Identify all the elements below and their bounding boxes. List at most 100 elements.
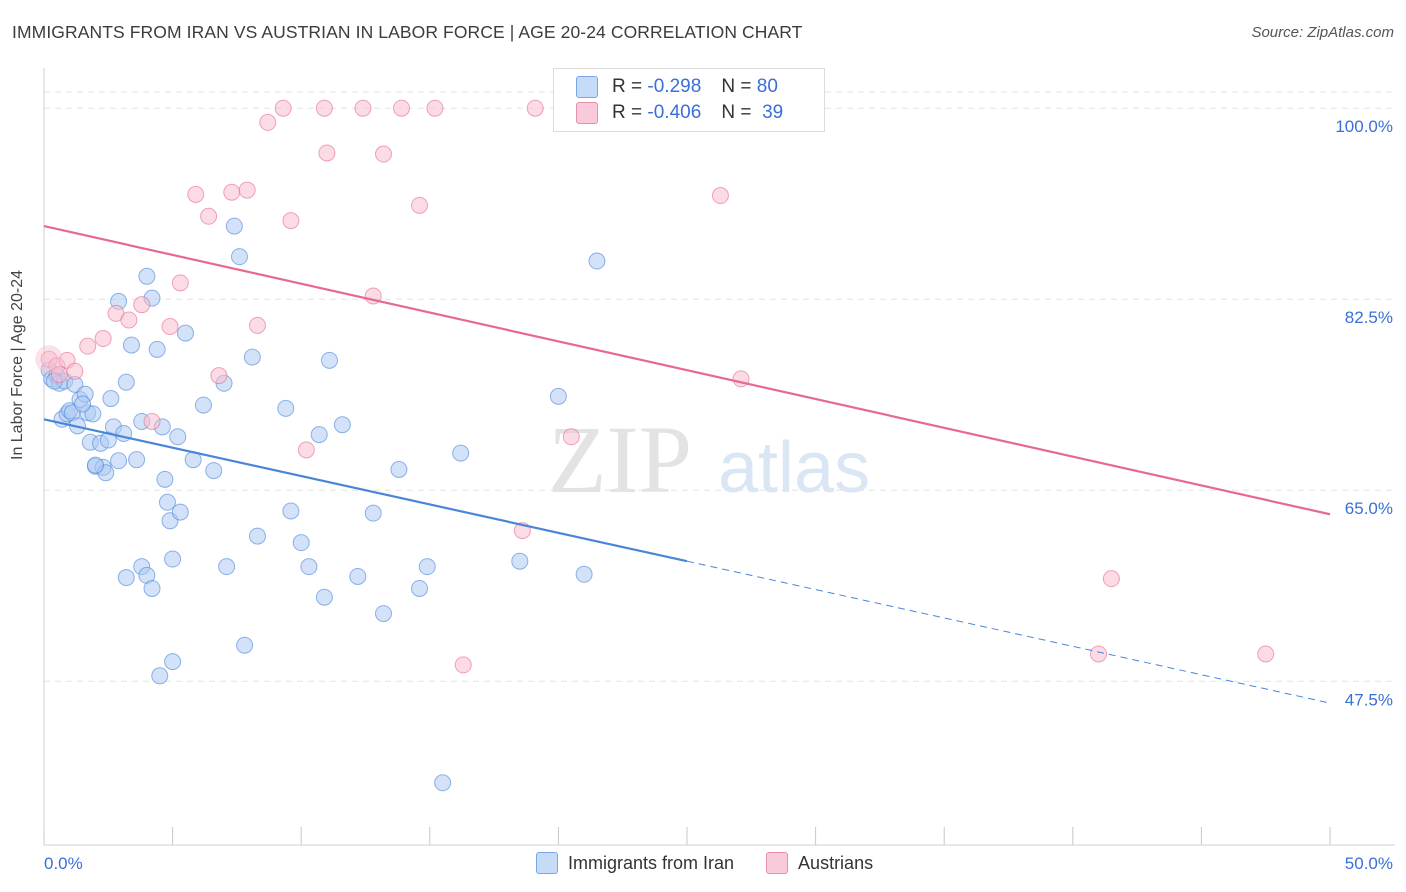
data-point-iran bbox=[364, 504, 382, 522]
data-point-iran bbox=[143, 579, 161, 597]
stats-r-label: R = bbox=[612, 102, 643, 123]
data-point-austrians bbox=[411, 196, 429, 214]
data-point-austrians bbox=[526, 99, 544, 117]
data-point-austrians bbox=[375, 145, 393, 163]
data-point-iran bbox=[333, 416, 351, 434]
data-point-iran bbox=[282, 502, 300, 520]
trend-line-iran-extension bbox=[686, 560, 1331, 704]
y-tick-label: 65.0% bbox=[1345, 499, 1393, 518]
data-point-austrians bbox=[711, 187, 729, 205]
data-point-austrians bbox=[1257, 645, 1275, 663]
data-point-austrians bbox=[223, 183, 241, 201]
legend-swatch-iran bbox=[536, 852, 558, 874]
data-point-iran bbox=[418, 558, 436, 576]
stats-n-label: N = bbox=[721, 76, 752, 97]
data-point-iran bbox=[292, 534, 310, 552]
watermark-zip: ZIP bbox=[548, 406, 692, 513]
legend-swatch-austrians bbox=[766, 852, 789, 874]
axes bbox=[43, 68, 1395, 846]
data-point-austrians bbox=[318, 144, 336, 162]
data-point-austrians bbox=[454, 656, 472, 674]
data-point-austrians bbox=[171, 274, 189, 292]
data-point-iran bbox=[151, 667, 169, 685]
data-points bbox=[35, 99, 1275, 792]
y-axis-label: In Labor Force | Age 20-24 bbox=[9, 269, 26, 460]
data-point-iran bbox=[452, 444, 470, 462]
data-point-iran bbox=[300, 558, 318, 576]
data-point-iran bbox=[176, 324, 194, 342]
stats-n-label: N = bbox=[721, 102, 752, 123]
data-point-austrians bbox=[238, 181, 256, 199]
data-point-iran bbox=[230, 248, 248, 266]
data-point-iran bbox=[148, 340, 166, 358]
chart-title: IMMIGRANTS FROM IRAN VS AUSTRIAN IN LABO… bbox=[12, 22, 803, 42]
stats-n-value: 39 bbox=[762, 102, 784, 123]
data-point-iran bbox=[122, 336, 140, 354]
data-point-austrians bbox=[133, 296, 151, 314]
data-point-iran bbox=[549, 387, 567, 405]
data-point-austrians bbox=[200, 207, 218, 225]
data-point-austrians bbox=[393, 99, 411, 117]
data-point-iran bbox=[411, 579, 429, 597]
data-point-austrians bbox=[35, 345, 64, 374]
stats-r-label: R = bbox=[612, 76, 643, 97]
data-point-austrians bbox=[297, 441, 315, 459]
data-point-austrians bbox=[426, 99, 444, 117]
data-point-iran bbox=[277, 399, 295, 417]
trend-line-austrians bbox=[43, 225, 1331, 516]
data-point-austrians bbox=[315, 99, 333, 117]
data-point-austrians bbox=[79, 337, 97, 355]
legend-label-austrians: Austrians bbox=[798, 852, 874, 873]
data-point-iran bbox=[117, 569, 135, 587]
stats-box: R = -0.298 N = 80 R = -0.406 N = 39 bbox=[553, 68, 825, 132]
data-point-iran bbox=[110, 452, 128, 470]
stats-swatch-austrians bbox=[576, 102, 598, 124]
data-point-iran bbox=[218, 558, 236, 576]
grid-lines bbox=[44, 91, 1395, 682]
stats-r-value: -0.298 bbox=[647, 76, 702, 97]
data-point-iran bbox=[310, 426, 328, 444]
data-point-iran bbox=[236, 636, 254, 654]
stats-n-value: 80 bbox=[756, 76, 778, 97]
data-point-austrians bbox=[161, 318, 179, 336]
data-point-austrians bbox=[282, 212, 300, 230]
y-tick-label: 47.5% bbox=[1345, 690, 1393, 709]
data-point-austrians bbox=[66, 362, 84, 380]
legend-label-iran: Immigrants from Iran bbox=[568, 852, 735, 873]
trend-line-iran bbox=[43, 418, 688, 563]
x-tick-label: 50.0% bbox=[1345, 854, 1393, 873]
stats-swatch-iran bbox=[576, 76, 598, 98]
legend-item-austrians[interactable]: Austrians bbox=[766, 852, 873, 874]
data-point-austrians bbox=[274, 99, 292, 117]
legend: Immigrants from Iran Austrians bbox=[536, 852, 905, 874]
data-point-iran bbox=[390, 461, 408, 479]
data-point-iran bbox=[320, 351, 338, 369]
data-point-iran bbox=[128, 451, 146, 469]
x-tick-label: 0.0% bbox=[44, 854, 83, 873]
data-point-iran bbox=[117, 373, 135, 391]
stats-row-iran: R = -0.298 N = 80 bbox=[576, 74, 778, 100]
stats-r-value: -0.406 bbox=[647, 102, 702, 123]
data-point-iran bbox=[434, 774, 452, 792]
data-point-austrians bbox=[94, 330, 112, 348]
data-point-iran bbox=[511, 552, 529, 570]
data-point-austrians bbox=[259, 113, 277, 131]
stats-row-austrians: R = -0.406 N = 39 bbox=[576, 100, 783, 126]
legend-item-iran[interactable]: Immigrants from Iran bbox=[536, 852, 734, 874]
data-point-austrians bbox=[354, 99, 372, 117]
data-point-iran bbox=[171, 503, 189, 521]
y-tick-label: 82.5% bbox=[1345, 308, 1393, 327]
watermark-atlas: atlas bbox=[718, 428, 870, 508]
data-point-iran bbox=[315, 588, 333, 606]
source-credit: Source: ZipAtlas.com bbox=[1251, 24, 1394, 41]
watermark: ZIP atlas bbox=[548, 406, 870, 513]
data-point-iran bbox=[138, 267, 156, 285]
data-point-iran bbox=[158, 493, 176, 511]
data-point-iran bbox=[156, 470, 174, 488]
data-point-iran bbox=[575, 565, 593, 583]
data-point-austrians bbox=[143, 412, 161, 430]
data-point-austrians bbox=[187, 185, 205, 203]
data-point-iran bbox=[164, 653, 182, 671]
data-point-austrians bbox=[210, 367, 228, 385]
